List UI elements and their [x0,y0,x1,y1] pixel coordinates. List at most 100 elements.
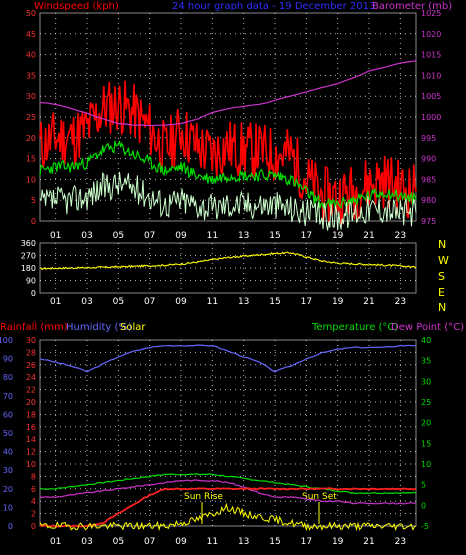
windspeed-y-tick: 20 [26,134,36,143]
wind-x-tick: 23 [395,231,406,241]
climate-x-tick: 15 [269,537,280,547]
direction-x-tick: 13 [238,297,249,307]
wind-x-tick: 11 [207,231,218,241]
direction-x-tick: 11 [207,297,218,307]
humidity-y-tick: 20 [3,485,13,494]
windspeed-avg-series [39,140,417,210]
wind-x-tick: 15 [269,231,280,241]
humidity-y-tick: 40 [3,448,13,457]
barometer-y-tick: 980 [421,196,436,205]
climate-x-tick: 23 [395,537,406,547]
wind-x-tick: 19 [332,231,344,241]
climate-panel-frame [39,339,417,527]
direction-y-tick: 360 [21,239,36,248]
sun-set-label: Sun Set [302,492,337,502]
direction-x-tick: 15 [269,297,280,307]
windspeed-y-tick: 5 [31,196,36,205]
wind-x-tick: 03 [81,231,92,241]
direction-x-tick: 21 [363,297,374,307]
solar-series [39,502,417,532]
windspeed-y-tick: 40 [26,51,36,60]
wind-direction-series [40,251,417,271]
climate-x-tick: 11 [207,537,218,547]
solar-panel-series [39,487,417,528]
rainfall-y-tick: 12 [26,448,36,457]
temperature-y-tick: 20 [421,419,431,428]
temperature-y-tick: 40 [421,336,431,345]
wind-dir-label-5: N [438,301,446,314]
climate-x-tick: 19 [332,537,344,547]
barometer-series [39,60,417,127]
humidity-y-tick: 80 [3,373,13,382]
climate-x-tick: 21 [363,537,374,547]
climate-x-tick: 01 [50,537,61,547]
barometer-y-tick: 995 [421,134,436,143]
wind-x-tick: 01 [50,231,61,241]
temperature-y-tick: 35 [421,357,431,366]
direction-x-tick: 01 [50,297,61,307]
temperature-y-tick: 25 [421,398,431,407]
chart-title: 24 hour graph data - 19 December 2013 [172,1,375,12]
rainfall-y-tick: 2 [31,510,36,519]
humidity-y-tick: 70 [3,392,13,401]
direction-y-tick: 90 [26,277,36,286]
rainfall-y-tick: 8 [31,472,36,481]
humidity-axis-title: Humidity (%) [66,322,132,333]
wind-dir-label-2: W [438,254,449,267]
wind-x-tick: 17 [301,231,312,241]
windspeed-low-series [39,171,417,231]
rainfall-y-tick: 30 [26,336,36,345]
windspeed-gust-series [39,80,417,225]
temperature-y-tick: 10 [421,460,431,469]
barometer-y-tick: 1025 [421,9,441,18]
barometer-y-tick: 975 [421,217,436,226]
humidity-y-tick: 50 [3,429,13,438]
temperature-axis-title: Temperature (°C) [311,322,398,333]
wind-dir-label-3: S [438,270,445,283]
direction-x-tick: 19 [332,297,344,307]
wind-x-tick: 21 [363,231,374,241]
rainfall-y-tick: 6 [31,485,36,494]
direction-x-tick: 05 [113,297,124,307]
rainfall-y-tick: 16 [26,423,36,432]
humidity-series [39,344,417,373]
barometer-axis-title: Barometer (mb) [372,1,452,12]
direction-x-tick: 03 [81,297,92,307]
windspeed-y-tick: 50 [26,9,36,18]
temperature-y-tick: 5 [421,481,426,490]
rainfall-y-tick: 24 [26,373,36,382]
climate-x-tick: 05 [113,537,124,547]
windspeed-y-tick: 30 [26,92,36,101]
dew-point-series [39,479,417,505]
barometer-y-tick: 1005 [421,92,441,101]
direction-y-tick: 180 [21,264,36,273]
wind-x-tick: 05 [113,231,124,241]
barometer-y-tick: 1000 [421,113,441,122]
direction-y-tick: 0 [31,289,36,298]
wind-dir-label-1: N [438,238,446,251]
wind-x-tick: 09 [175,231,187,241]
rainfall-y-tick: 28 [26,348,36,357]
barometer-y-tick: 985 [421,175,436,184]
temperature-y-tick: 0 [421,501,426,510]
rainfall-y-tick: 4 [31,497,36,506]
rainfall-y-tick: 22 [26,386,36,395]
climate-x-tick: 07 [144,537,155,547]
direction-x-tick: 07 [144,297,155,307]
rainfall-y-tick: 18 [26,410,36,419]
humidity-y-tick: 100 [0,336,13,345]
temperature-y-tick: 30 [421,377,431,386]
windspeed-y-tick: 35 [26,71,36,80]
windspeed-y-tick: 0 [31,217,36,226]
barometer-y-tick: 990 [421,155,436,164]
direction-x-tick: 09 [175,297,187,307]
windspeed-y-tick: 15 [26,155,36,164]
barometer-y-tick: 1015 [421,51,441,60]
climate-x-tick: 13 [238,537,249,547]
barometer-y-tick: 1010 [421,71,441,80]
windspeed-y-tick: 25 [26,113,36,122]
rainfall-y-tick: 14 [26,435,36,444]
humidity-y-tick: 60 [3,410,13,419]
climate-x-tick: 17 [301,537,312,547]
